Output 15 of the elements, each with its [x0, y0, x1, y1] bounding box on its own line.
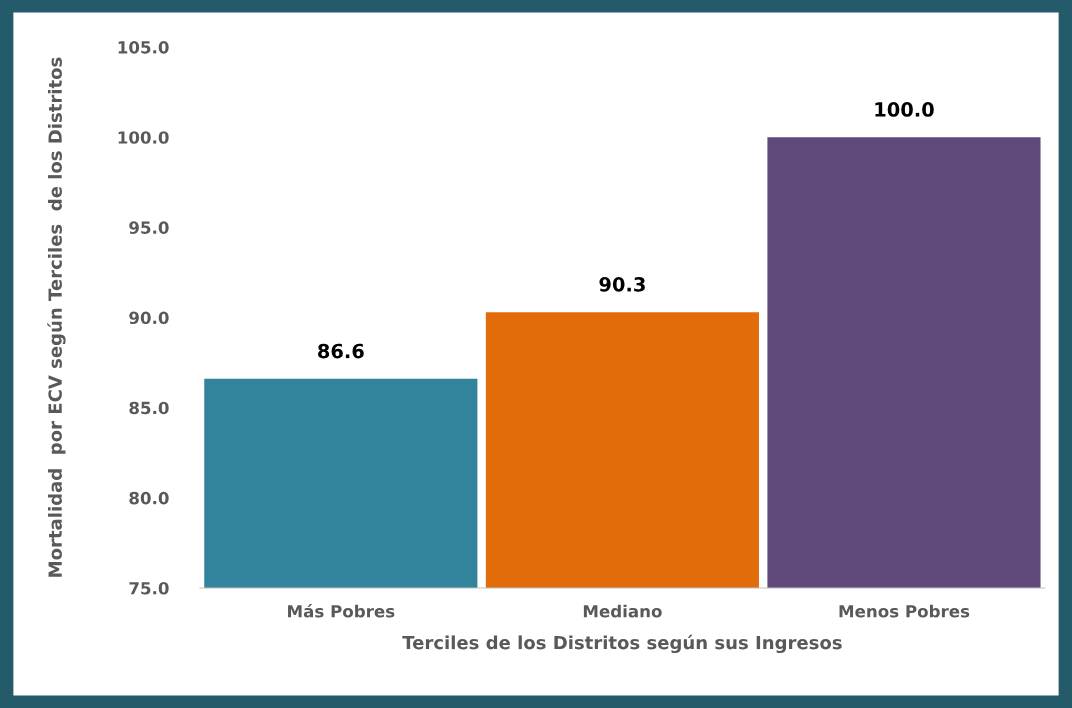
y-tick-label: 80.0 [129, 491, 169, 505]
x-tick-label: Menos Pobres [839, 604, 970, 618]
x-tick-label: Más Pobres [288, 603, 395, 618]
data-label: 90.3 [599, 276, 645, 292]
x-tick-label: Mediano [583, 604, 662, 618]
y-tick-label: 85.0 [129, 401, 169, 415]
data-label: 100.0 [875, 102, 934, 117]
y-axis-title: Mortalidad por ECV según Terciles de los Distritos [47, 57, 66, 577]
y-tick-label: 100.0 [118, 131, 169, 144]
y-tick-label: 75.0 [129, 581, 169, 595]
y-tick-label: 105.0 [118, 41, 169, 54]
x-axis-title: Terciles de los Distritos según sus Ingresos [402, 634, 842, 654]
y-tick-label: 95.0 [129, 221, 169, 234]
data-label: 86.6 [318, 343, 364, 359]
y-tick-label: 90.0 [129, 311, 169, 325]
